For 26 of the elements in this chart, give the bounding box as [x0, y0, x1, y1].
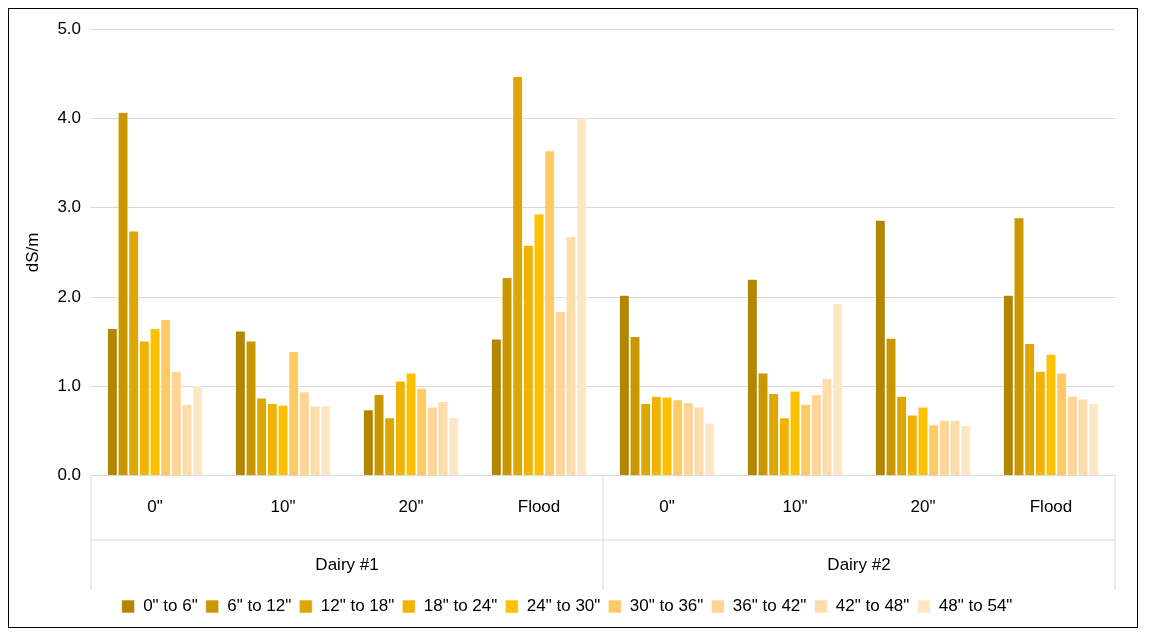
x-tick-label: 20"	[910, 497, 936, 517]
text: Dairy #2	[827, 554, 891, 574]
x-tick-label: Flood	[517, 497, 561, 517]
legend-label: 36" to 42"	[732, 596, 807, 616]
legend-label: 24" to 30"	[526, 596, 601, 616]
y-tick-label: 1.0	[57, 376, 82, 396]
legend-label: 30" to 36"	[629, 596, 704, 616]
legend-label: 0" to 6"	[143, 596, 198, 616]
y-tick-label: 0.0	[57, 465, 82, 485]
x-tick-label: 0"	[147, 497, 163, 517]
x-tick-label: 10"	[782, 497, 808, 517]
y-tick-label: 5.0	[57, 18, 82, 38]
legend-label: 42" to 48"	[835, 596, 910, 616]
x-tick-label: Flood	[1029, 497, 1073, 517]
legend-label: 18" to 24"	[423, 596, 498, 616]
legend-label: 6" to 12"	[227, 596, 292, 616]
y-tick-label: 4.0	[57, 108, 82, 128]
x-tick-label: 0"	[659, 497, 675, 517]
text: Dairy #1	[315, 554, 379, 574]
x-tick-label: 10"	[270, 497, 296, 517]
x-tick-label: 20"	[398, 497, 424, 517]
y-tick-label: 2.0	[57, 286, 82, 306]
y-axis-title: dS/m	[22, 232, 42, 273]
legend-label: 48" to 54"	[938, 596, 1013, 616]
y-tick-label: 3.0	[57, 197, 82, 217]
legend-label: 12" to 18"	[320, 596, 395, 616]
